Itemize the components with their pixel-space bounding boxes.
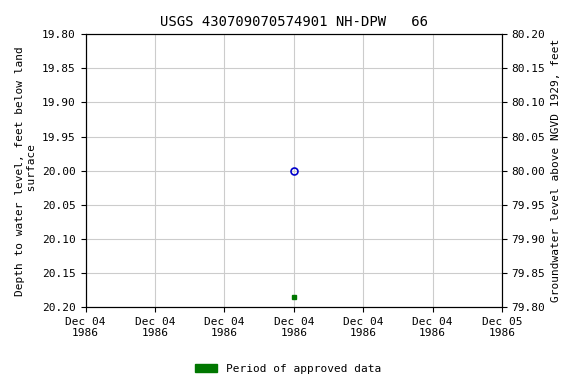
Y-axis label: Depth to water level, feet below land
 surface: Depth to water level, feet below land su… [15,46,37,296]
Legend: Period of approved data: Period of approved data [191,359,385,379]
Title: USGS 430709070574901 NH-DPW   66: USGS 430709070574901 NH-DPW 66 [160,15,428,29]
Y-axis label: Groundwater level above NGVD 1929, feet: Groundwater level above NGVD 1929, feet [551,39,561,302]
